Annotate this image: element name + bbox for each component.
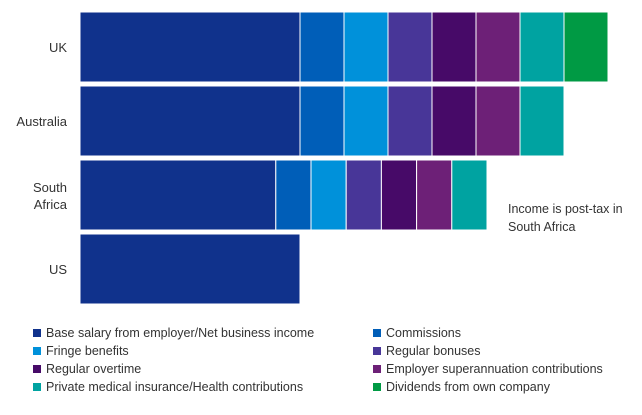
legend-label: Regular overtime bbox=[46, 362, 142, 376]
legend-swatch bbox=[33, 383, 41, 391]
category-label-us: US bbox=[49, 262, 67, 277]
category-label-south-africa: South Africa bbox=[33, 180, 68, 212]
stacked-bar-chart: UK Australia South Africa US Income is post-… bbox=[16, 11, 626, 305]
bar-australia-series-5 bbox=[431, 85, 477, 157]
legend-item-dividends-from-own-company: Dividends from own company bbox=[373, 379, 550, 395]
legend-swatch bbox=[373, 383, 381, 391]
bar-uk-series-3 bbox=[343, 11, 389, 83]
bars-layer bbox=[79, 11, 609, 305]
legend-swatch bbox=[373, 347, 381, 355]
legend-label: Regular bonuses bbox=[386, 344, 481, 358]
legend-label: Dividends from own company bbox=[386, 380, 550, 394]
legend-swatch bbox=[373, 365, 381, 373]
bar-uk-series-1 bbox=[79, 11, 301, 83]
category-label-uk: UK bbox=[49, 40, 67, 55]
bar-south-africa-series-6 bbox=[416, 159, 453, 231]
legend-item-base-salary-from-employer-net-business-income: Base salary from employer/Net business i… bbox=[33, 325, 314, 341]
bar-australia-series-4 bbox=[387, 85, 433, 157]
bar-uk-series-7 bbox=[519, 11, 565, 83]
bar-uk-series-5 bbox=[431, 11, 477, 83]
bar-south-africa-series-5 bbox=[380, 159, 418, 231]
legend-item-commissions: Commissions bbox=[373, 325, 461, 341]
bar-south-africa-series-2 bbox=[275, 159, 312, 231]
category-label-australia: Australia bbox=[16, 114, 67, 129]
bar-south-africa-series-7 bbox=[451, 159, 488, 231]
legend-swatch bbox=[373, 329, 381, 337]
legend-swatch bbox=[33, 365, 41, 373]
bar-australia-series-1 bbox=[79, 85, 301, 157]
bar-us-series-1 bbox=[79, 233, 301, 305]
legend-label: Private medical insurance/Health contrib… bbox=[46, 380, 304, 394]
bar-uk-series-4 bbox=[387, 11, 433, 83]
bar-australia-series-2 bbox=[299, 85, 345, 157]
bar-uk-series-6 bbox=[475, 11, 521, 83]
legend-swatch bbox=[33, 329, 41, 337]
legend-label: Employer superannuation contributions bbox=[386, 362, 603, 376]
bar-australia-series-7 bbox=[519, 85, 565, 157]
bar-australia-series-6 bbox=[475, 85, 521, 157]
legend-item-regular-overtime: Regular overtime bbox=[33, 361, 141, 377]
bar-uk-series-2 bbox=[299, 11, 345, 83]
bar-south-africa-series-1 bbox=[79, 159, 277, 231]
annotation-line-1: Income is post-tax in bbox=[508, 202, 623, 216]
legend-item-fringe-benefits: Fringe benefits bbox=[33, 343, 129, 359]
bar-uk-series-8 bbox=[563, 11, 609, 83]
legend-swatch bbox=[33, 347, 41, 355]
legend-label: Fringe benefits bbox=[46, 344, 129, 358]
annotation-line-2: South Africa bbox=[508, 220, 575, 234]
bar-south-africa-series-4 bbox=[345, 159, 382, 231]
legend-item-regular-bonuses: Regular bonuses bbox=[373, 343, 481, 359]
legend-item-employer-superannuation-contributions: Employer superannuation contributions bbox=[373, 361, 603, 377]
bar-south-africa-series-3 bbox=[310, 159, 347, 231]
category-labels: UK Australia South Africa US bbox=[16, 40, 67, 277]
annotation-text: Income is post-tax in South Africa bbox=[508, 202, 626, 234]
legend-label: Base salary from employer/Net business i… bbox=[46, 326, 315, 340]
legend-item-private-medical-insurance-health-contributions: Private medical insurance/Health contrib… bbox=[33, 379, 303, 395]
legend-label: Commissions bbox=[386, 326, 462, 340]
bar-australia-series-3 bbox=[343, 85, 389, 157]
